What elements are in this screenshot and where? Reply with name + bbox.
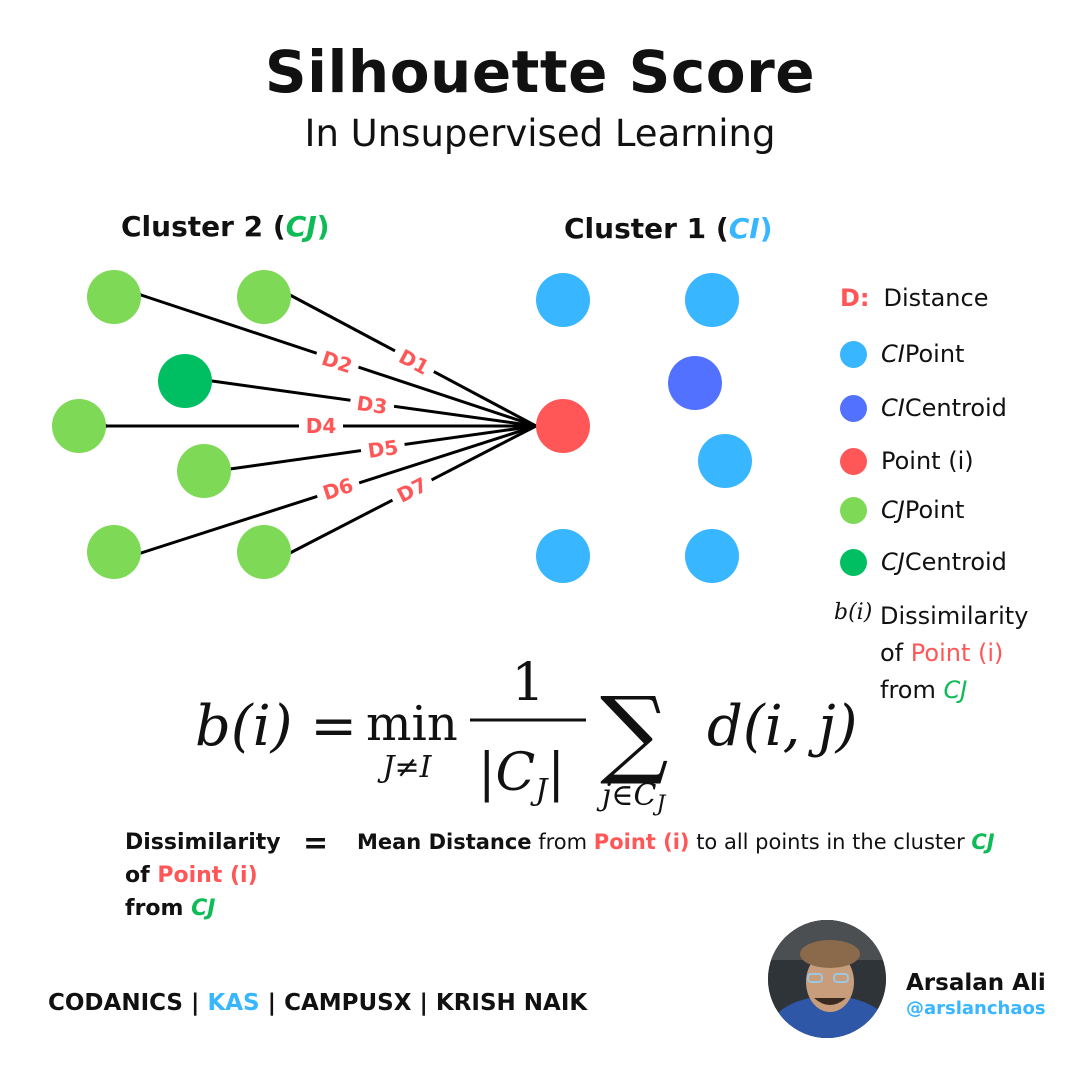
footer-brands: CODANICS | KAS | CAMPUSX | KRISH NAIK	[48, 990, 588, 1016]
explanation-right: Mean Distance from Point (i) to all poin…	[357, 830, 995, 854]
cj-point	[177, 444, 231, 498]
formula-numerator: 1	[511, 653, 544, 713]
cj-point	[52, 399, 106, 453]
cluster-1-tag: CI	[728, 212, 760, 245]
page-subtitle: In Unsupervised Learning	[304, 112, 776, 155]
explanation-equals: =	[303, 826, 329, 861]
formula-lhs: b(i) =	[195, 694, 357, 759]
sigma-symbol: ∑	[600, 676, 669, 788]
ci-point	[685, 273, 739, 327]
legend-cj-centroid: CJ Centroid	[840, 548, 1007, 576]
formula-sum-sub: j∈CJ	[596, 778, 666, 817]
distance-label-d5: D5	[366, 435, 400, 463]
ci-point	[698, 434, 752, 488]
ci-point	[536, 529, 590, 583]
legend-distance-label: Distance	[883, 284, 989, 312]
legend-distance: D: Distance	[840, 284, 988, 312]
avatar	[768, 920, 886, 1038]
legend-ci-centroid: CI Centroid	[840, 394, 1007, 422]
cj-point-swatch	[840, 496, 867, 524]
point-i-swatch	[840, 447, 867, 475]
legend-b-symbol: b(i)	[834, 600, 873, 625]
cj-centroid	[158, 354, 212, 408]
avatar-illustration	[768, 920, 886, 1038]
explanation-left: Dissimilarity of Point (i) from CJ	[125, 830, 281, 921]
cj-point	[87, 525, 141, 579]
formula-denominator: |CJ|	[478, 743, 565, 808]
cj-point	[87, 270, 141, 324]
cluster-diagram: D1 D2 D3 D4 D5 D6 D7	[52, 270, 752, 583]
cj-point	[237, 270, 291, 324]
formula-min: min	[366, 696, 458, 752]
ci-point	[685, 529, 739, 583]
cluster-2-tag: CJ	[285, 210, 317, 243]
ci-point-swatch	[840, 340, 867, 368]
formula-min-sub: J≠I	[376, 750, 432, 785]
formula: b(i) = min J≠I 1 |CJ| ∑ j∈CJ d(i, j)	[195, 653, 857, 817]
brand-codanics: CODANICS	[48, 990, 184, 1016]
legend-ci-point: CI Point	[840, 340, 964, 368]
ci-centroid-swatch	[840, 394, 867, 422]
cluster-2-label: Cluster 2 (CJ)	[121, 210, 330, 243]
legend-cj-point: CJ Point	[840, 496, 964, 524]
point-i	[536, 399, 590, 453]
ci-point	[536, 273, 590, 327]
author-handle: @arslanchaos	[906, 998, 1046, 1019]
cluster-1-label: Cluster 1 (CI)	[564, 212, 773, 245]
distance-label-d4: D4	[306, 414, 337, 438]
brand-krish-naik: KRISH NAIK	[435, 990, 588, 1016]
author-name: Arsalan Ali	[906, 970, 1046, 996]
legend-point-i: Point (i)	[840, 447, 974, 475]
distance-label-d3: D3	[355, 391, 389, 419]
formula-term: d(i, j)	[707, 694, 857, 759]
brand-kas: KAS	[207, 990, 260, 1016]
legend-b-description: Dissimilarity of Point (i) from CJ	[880, 602, 1029, 704]
brand-campusx: CAMPUSX	[284, 990, 412, 1016]
legend-distance-key: D:	[840, 284, 870, 312]
ci-centroid	[668, 356, 722, 410]
cj-centroid-swatch	[840, 548, 867, 576]
cj-point	[237, 525, 291, 579]
page-title: Silhouette Score	[264, 38, 816, 106]
